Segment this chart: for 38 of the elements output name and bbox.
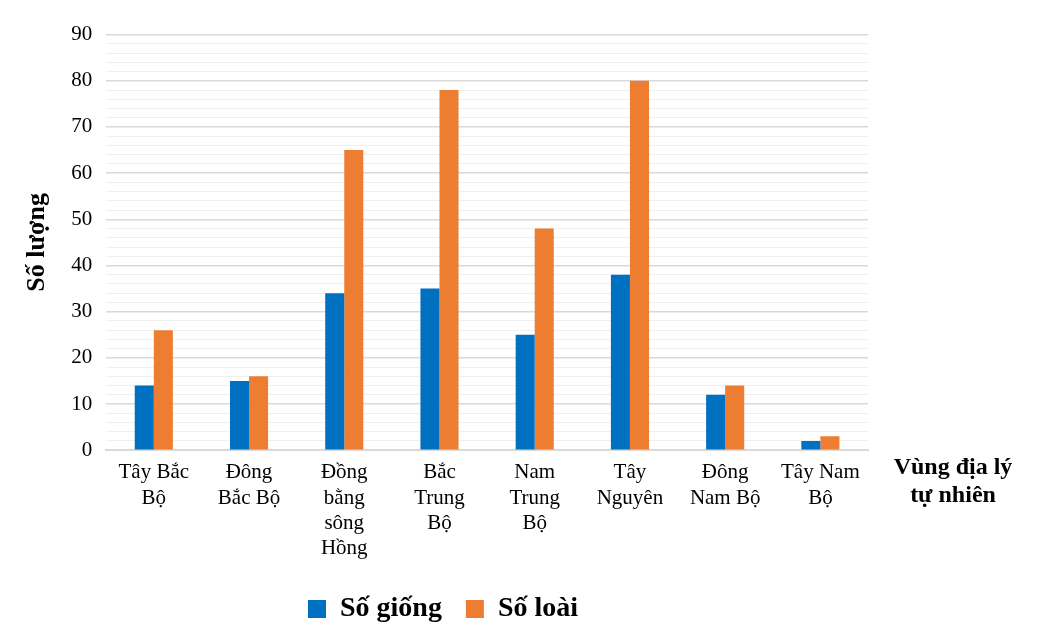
bar bbox=[725, 385, 745, 450]
y-tick-label: 70 bbox=[71, 113, 93, 138]
y-tick-label: 10 bbox=[71, 390, 93, 415]
y-tick-label: 40 bbox=[71, 252, 93, 276]
x-tick-label: Tây Bắc Bộ bbox=[118, 459, 190, 509]
bar bbox=[229, 380, 250, 450]
y-axis-title: Số lượng bbox=[21, 193, 51, 292]
y-tick-label: 90 bbox=[71, 21, 93, 46]
x-tick-label: Đông Bắc Bộ bbox=[217, 459, 281, 509]
x-tick-label: Bắc Trung Bộ bbox=[414, 459, 466, 534]
x-tick-label: Đông Nam Bộ bbox=[689, 459, 761, 509]
bar bbox=[820, 436, 840, 450]
bar bbox=[153, 330, 173, 450]
y-tick-label: 0 bbox=[81, 436, 93, 461]
y-tick-label: 30 bbox=[71, 298, 93, 323]
bar bbox=[325, 293, 345, 450]
legend-label: Số giống bbox=[339, 591, 442, 623]
bar bbox=[134, 385, 154, 450]
bar bbox=[629, 80, 649, 450]
x-tick-label: Đồng bằng sông Hồng bbox=[320, 459, 369, 559]
bar bbox=[249, 376, 269, 450]
y-tick-label: 20 bbox=[71, 344, 93, 369]
bar bbox=[801, 440, 821, 450]
x-axis-title: Vùng địa lý tự nhiên bbox=[893, 453, 1013, 508]
bar bbox=[515, 334, 535, 450]
y-tick-label: 80 bbox=[71, 67, 93, 92]
bar bbox=[534, 228, 554, 450]
bar bbox=[420, 288, 440, 450]
bar bbox=[706, 394, 726, 450]
legend-label: Số loài bbox=[497, 591, 579, 623]
y-tick-label: 50 bbox=[71, 205, 93, 230]
bar bbox=[439, 90, 459, 450]
y-tick-label: 60 bbox=[71, 159, 93, 184]
bar bbox=[610, 274, 630, 450]
bar bbox=[344, 150, 364, 450]
x-tick-label: Tây Nguyên bbox=[596, 459, 664, 509]
x-tick-label: Tây Nam Bộ bbox=[781, 459, 860, 509]
x-tick-label: Nam Trung Bộ bbox=[509, 459, 561, 534]
